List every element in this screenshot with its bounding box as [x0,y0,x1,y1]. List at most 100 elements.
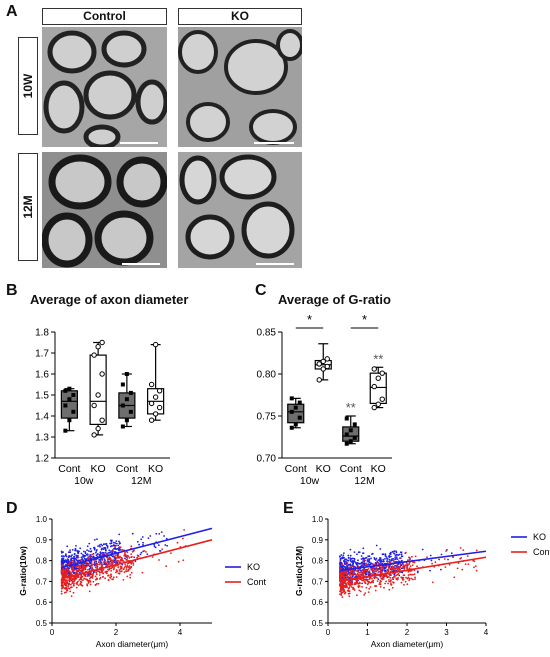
scatter-point [342,583,344,586]
scatter-point [82,563,84,566]
scatter-point [358,571,361,574]
scatter-point [73,560,76,562]
scatter-point [65,591,67,593]
scatter-point [77,556,80,559]
scatter-point [410,577,413,580]
scatter-point [116,556,119,558]
scatter-point [467,563,470,565]
scatter-point [384,582,386,585]
scatter-point [346,582,349,584]
scatter-point [350,586,353,588]
scatter-point [62,579,65,582]
scatter-point [63,559,66,562]
scatter-point [379,581,381,584]
significance-double-star: ** [373,351,383,366]
scatter-point [94,578,97,581]
scatter-point [80,577,82,580]
scatter-point [101,576,104,578]
scatter-point [99,545,101,548]
scatter-point [386,575,388,578]
panel-b-letter: B [6,282,18,299]
significance-star: * [362,312,367,327]
y-tick-label: 1.6 [35,370,49,381]
scatter-point [157,544,160,547]
scatter-point [356,594,358,596]
scatter-point [363,594,366,596]
scatter-point [378,566,381,569]
scatter-point [358,589,361,592]
scatter-point [347,575,349,578]
scatter-point [352,588,354,590]
scatter-point [351,557,354,560]
scatter-point [77,580,79,583]
scatter-point [81,565,84,567]
x-tick-label: KO [148,463,163,475]
scatter-point [340,585,343,588]
scatter-point [67,571,69,573]
scatter-point [82,569,85,571]
scatter-point [362,557,364,559]
significance-star: * [307,312,312,327]
scatter-point [444,566,447,568]
scatter-point [405,576,407,579]
scatter-point [394,564,396,567]
scatter-point [357,568,360,571]
scatter-point [383,586,385,589]
scatter-point [67,559,70,561]
scatter-point [64,571,66,574]
scatter-point [376,561,378,563]
scatter-point [406,563,409,565]
scatter-point [72,562,74,564]
scatter-point [75,554,78,557]
scatter-point [96,538,98,540]
data-point [375,401,381,407]
scatter-point [69,549,71,551]
scatter-point [95,583,98,585]
scatter-point [130,566,133,568]
data-point [148,400,155,407]
scatter-point [393,552,396,555]
scatter-point [343,576,346,578]
scatter-point [124,553,127,556]
scatter-point [83,556,86,558]
scatter-point [393,550,396,552]
data-point [99,339,105,346]
scatter-point [113,547,115,550]
scatter-point [120,570,123,573]
scatter-point [95,577,98,580]
scatter-point [399,551,402,554]
data-point [289,425,294,430]
scatter-point [83,565,86,567]
scatter-point [408,556,410,559]
scatter-point [381,569,384,572]
group-label: 10w [74,475,94,487]
scatter-point [474,565,477,567]
scatter-point [141,571,144,574]
scatter-point [100,569,103,572]
scatter-point [127,569,130,572]
scatter-point [100,543,102,546]
data-point [152,394,159,400]
panel-a-letter: A [6,3,18,20]
scatter-point [128,557,131,559]
scatter-point [118,569,121,571]
scatter-point [125,568,128,570]
scatter-point [343,592,346,595]
scatter-point [429,569,431,572]
scatter-point [421,548,424,551]
scatter-point [390,583,393,586]
scatter-point [142,541,145,544]
scatter-point [379,558,382,561]
scatter-point [400,555,403,558]
scatter-point [355,570,357,572]
scatter-point [124,551,126,554]
x-tick-label: Cont [285,463,307,475]
scatter-point [151,556,154,558]
data-point [95,425,101,432]
scatter-point [136,540,139,543]
data-point [352,422,357,427]
scatter-point [109,551,111,554]
scatter-point [459,547,462,549]
scatter-point [88,569,91,571]
